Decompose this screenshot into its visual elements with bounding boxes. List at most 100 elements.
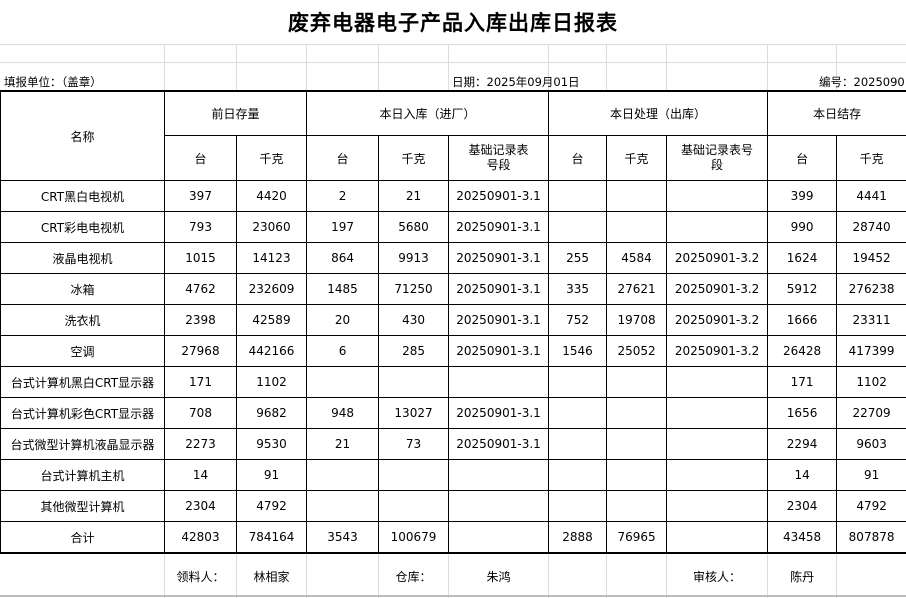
cell-out-rec: 20250901-3.2 bbox=[666, 335, 769, 367]
cell-in-kg: 430 bbox=[378, 304, 450, 336]
cell-in-kg: 5680 bbox=[378, 211, 450, 243]
cell-in-rec bbox=[448, 459, 550, 491]
cell-in-kg: 285 bbox=[378, 335, 450, 367]
cell-in-qty bbox=[306, 490, 380, 522]
inventory-table: 名称 前日存量 本日入库（进厂） 本日处理（出库） 本日结存 台 千克 台 千克… bbox=[0, 90, 906, 598]
header-unit-count: 台 bbox=[306, 135, 380, 181]
cell-out-rec bbox=[666, 211, 769, 243]
header-name: 名称 bbox=[0, 90, 165, 181]
cell-bal-qty: 171 bbox=[767, 366, 838, 398]
cell-prev-qty: 1015 bbox=[164, 242, 237, 274]
table-row: 台式计算机主机 14 91 14 91 bbox=[0, 459, 906, 491]
header-record-no: 基础记录表号段 bbox=[666, 135, 769, 181]
sheet-bottom-border bbox=[0, 595, 906, 597]
report-title: 废弃电器电子产品入库出库日报表 bbox=[0, 0, 906, 45]
cell-out-kg: 19708 bbox=[606, 304, 668, 336]
cell-out-rec: 20250901-3.2 bbox=[666, 304, 769, 336]
cell-bal-qty: 14 bbox=[767, 459, 838, 491]
cell-in-kg bbox=[378, 459, 450, 491]
footer-empty-cell bbox=[548, 553, 607, 598]
cell-in-rec: 20250901-3.1 bbox=[448, 273, 550, 305]
cell-out-kg: 76965 bbox=[606, 521, 668, 554]
footer-reviewer: 陈丹 bbox=[767, 553, 837, 598]
cell-prev-kg: 232609 bbox=[235, 273, 308, 305]
cell-name: 液晶电视机 bbox=[0, 242, 165, 274]
total-row: 合计 42803 784164 3543 100679 2888 76965 43458 807… bbox=[0, 521, 906, 554]
cell-bal-kg: 19452 bbox=[836, 242, 906, 274]
table-row: 台式微型计算机液晶显示器 2273 9530 21 73 20250901-3.1 2294… bbox=[0, 428, 906, 460]
cell-out-rec: 20250901-3.2 bbox=[666, 273, 769, 305]
cell-prev-kg: 9530 bbox=[235, 428, 308, 460]
cell-name: 台式微型计算机液晶显示器 bbox=[0, 428, 165, 460]
cell-prev-qty: 397 bbox=[164, 180, 237, 212]
cell-prev-kg: 14123 bbox=[235, 242, 308, 274]
cell-in-qty bbox=[306, 459, 380, 491]
cell-bal-qty: 2304 bbox=[767, 490, 838, 522]
cell-in-rec: 20250901-3.1 bbox=[448, 242, 550, 274]
cell-in-qty: 6 bbox=[306, 335, 380, 367]
cell-name: 台式计算机黑白CRT显示器 bbox=[0, 366, 165, 398]
cell-bal-kg: 23311 bbox=[836, 304, 906, 336]
cell-prev-qty: 14 bbox=[164, 459, 237, 491]
cell-prev-qty: 2304 bbox=[164, 490, 237, 522]
header-unit-kg: 千克 bbox=[836, 135, 906, 181]
header-unit-kg: 千克 bbox=[378, 135, 450, 181]
cell-out-kg bbox=[606, 180, 668, 212]
cell-out-qty bbox=[548, 366, 608, 398]
cell-name: 洗衣机 bbox=[0, 304, 165, 336]
cell-bal-kg: 28740 bbox=[836, 211, 906, 243]
footer-warehouse-label: 仓库： bbox=[378, 553, 449, 598]
cell-out-rec: 20250901-3.2 bbox=[666, 242, 769, 274]
cell-bal-kg: 4441 bbox=[836, 180, 906, 212]
cell-name: 空调 bbox=[0, 335, 165, 367]
cell-in-rec: 20250901-3.1 bbox=[448, 335, 550, 367]
cell-name: 冰箱 bbox=[0, 273, 165, 305]
cell-name: 合计 bbox=[0, 521, 165, 554]
cell-in-rec bbox=[448, 490, 550, 522]
cell-in-kg: 9913 bbox=[378, 242, 450, 274]
cell-bal-qty: 2294 bbox=[767, 428, 838, 460]
header-today-out: 本日处理（出库） bbox=[548, 90, 769, 136]
cell-prev-qty: 171 bbox=[164, 366, 237, 398]
cell-bal-qty: 26428 bbox=[767, 335, 838, 367]
cell-prev-qty: 42803 bbox=[164, 521, 237, 554]
cell-in-kg bbox=[378, 490, 450, 522]
cell-bal-qty: 5912 bbox=[767, 273, 838, 305]
cell-in-qty bbox=[306, 366, 380, 398]
cell-prev-kg: 1102 bbox=[235, 366, 308, 398]
cell-out-rec bbox=[666, 428, 769, 460]
cell-bal-qty: 1656 bbox=[767, 397, 838, 429]
cell-in-qty: 948 bbox=[306, 397, 380, 429]
cell-bal-kg: 276238 bbox=[836, 273, 906, 305]
footer-empty-cell bbox=[836, 553, 906, 598]
cell-out-qty bbox=[548, 459, 608, 491]
cell-in-rec bbox=[448, 366, 550, 398]
cell-out-qty bbox=[548, 211, 608, 243]
cell-in-qty: 1485 bbox=[306, 273, 380, 305]
cell-in-kg: 13027 bbox=[378, 397, 450, 429]
cell-name: CRT彩电电视机 bbox=[0, 211, 165, 243]
sheet-gridlines bbox=[0, 44, 906, 90]
cell-in-qty: 197 bbox=[306, 211, 380, 243]
header-today-balance: 本日结存 bbox=[767, 90, 906, 136]
footer-receiver: 林相家 bbox=[235, 553, 307, 598]
header-today-in: 本日入库（进厂） bbox=[306, 90, 550, 136]
cell-bal-kg: 22709 bbox=[836, 397, 906, 429]
cell-out-qty bbox=[548, 397, 608, 429]
cell-in-rec: 20250901-3.1 bbox=[448, 304, 550, 336]
cell-in-kg: 100679 bbox=[378, 521, 450, 554]
cell-in-rec bbox=[448, 521, 550, 554]
cell-in-rec: 20250901-3.1 bbox=[448, 211, 550, 243]
cell-name: 其他微型计算机 bbox=[0, 490, 165, 522]
cell-in-kg: 71250 bbox=[378, 273, 450, 305]
cell-prev-qty: 793 bbox=[164, 211, 237, 243]
header-unit-count: 台 bbox=[548, 135, 608, 181]
cell-prev-kg: 23060 bbox=[235, 211, 308, 243]
cell-prev-qty: 4762 bbox=[164, 273, 237, 305]
cell-out-rec bbox=[666, 366, 769, 398]
cell-out-qty: 1546 bbox=[548, 335, 608, 367]
cell-out-qty bbox=[548, 428, 608, 460]
table-row: CRT黑白电视机 397 4420 2 21 20250901-3.1 399 4441 bbox=[0, 180, 906, 212]
cell-out-qty: 335 bbox=[548, 273, 608, 305]
cell-out-kg: 25052 bbox=[606, 335, 668, 367]
